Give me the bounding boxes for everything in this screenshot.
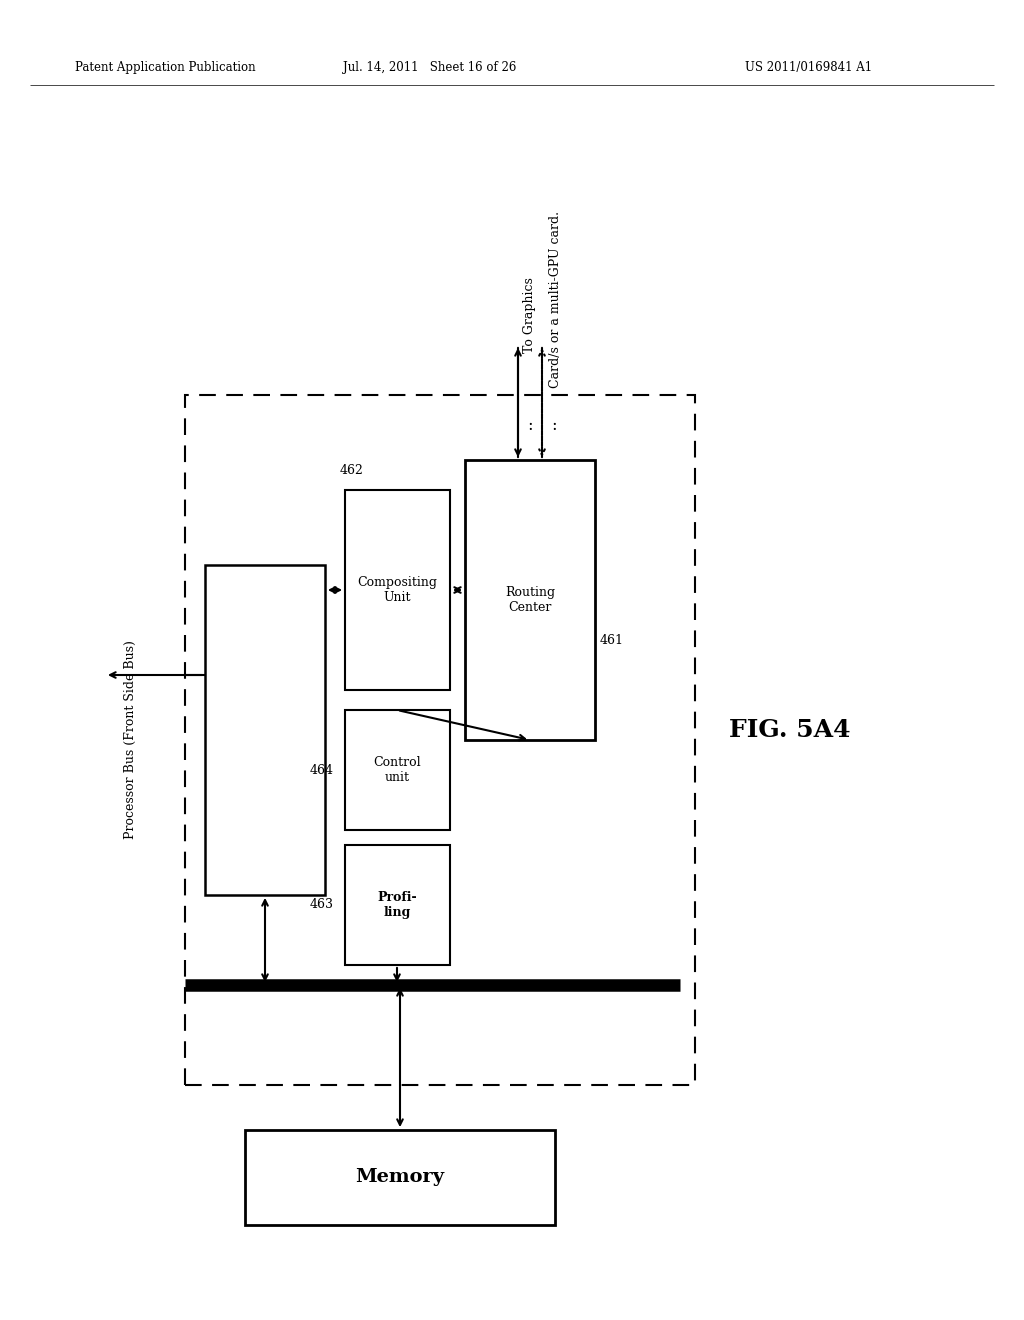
Bar (205, 565, 325, 895)
Text: 462: 462 (340, 463, 364, 477)
Text: :: : (551, 417, 557, 433)
Text: Patent Application Publication: Patent Application Publication (75, 62, 256, 74)
Bar (345, 710, 450, 830)
Text: Compositing
Unit: Compositing Unit (357, 576, 437, 605)
Text: Routing
Center: Routing Center (505, 586, 555, 614)
Text: 464: 464 (310, 763, 334, 776)
Bar (185, 395, 695, 1085)
Text: 463: 463 (310, 899, 334, 912)
Text: FIG. 5A4: FIG. 5A4 (729, 718, 851, 742)
Bar (245, 1130, 555, 1225)
Text: :: : (527, 417, 532, 433)
Bar (345, 490, 450, 690)
Bar (345, 845, 450, 965)
Bar (465, 459, 595, 741)
Text: Memory: Memory (355, 1168, 444, 1185)
Text: US 2011/0169841 A1: US 2011/0169841 A1 (745, 62, 872, 74)
Text: Card/s or a multi-GPU card.: Card/s or a multi-GPU card. (549, 211, 561, 388)
Text: To Graphics: To Graphics (523, 277, 537, 352)
Text: Processor Bus (Front Side Bus): Processor Bus (Front Side Bus) (124, 640, 136, 840)
Text: 461: 461 (600, 634, 624, 647)
Text: Jul. 14, 2011   Sheet 16 of 26: Jul. 14, 2011 Sheet 16 of 26 (343, 62, 517, 74)
Text: Control
unit: Control unit (373, 756, 421, 784)
Text: Profi-
ling: Profi- ling (377, 891, 417, 919)
